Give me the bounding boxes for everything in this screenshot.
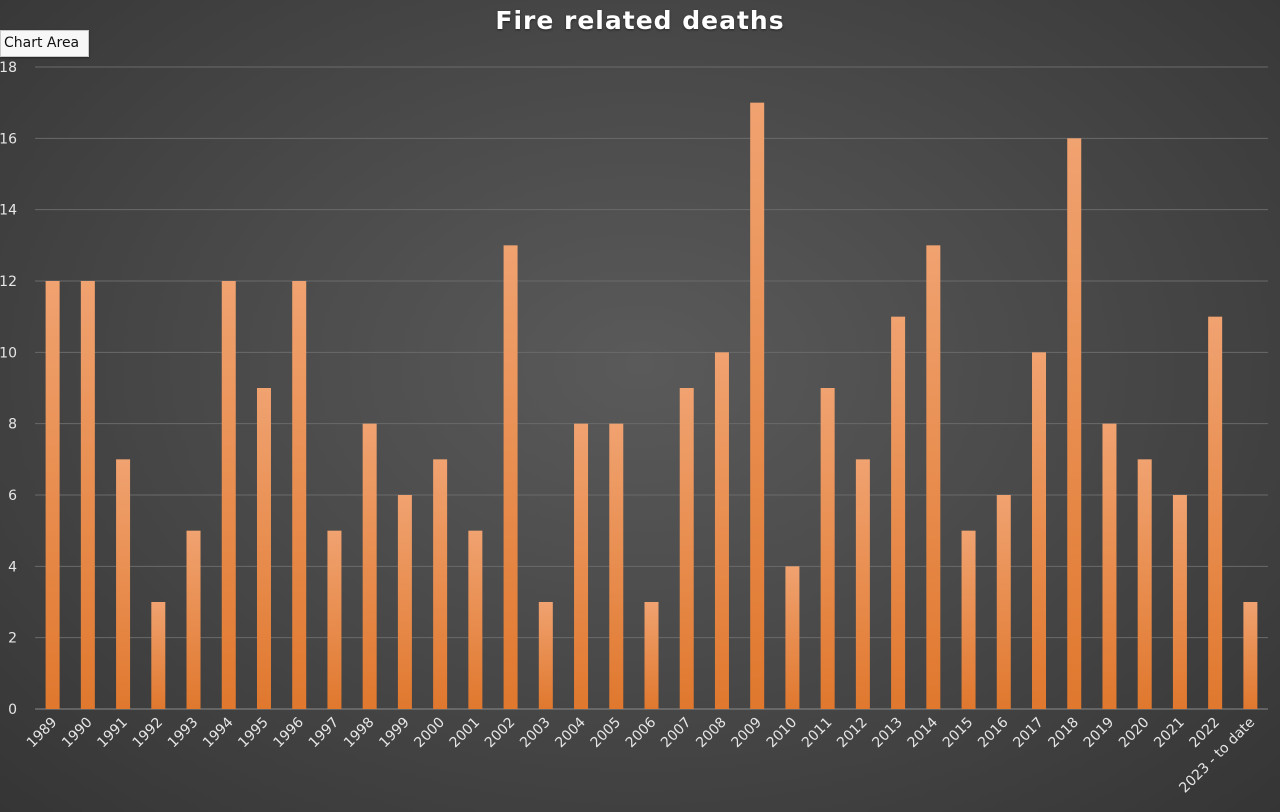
x-tick-label: 1997 [306,715,343,752]
x-tick-label: 1998 [341,715,378,752]
bar-1996[interactable] [292,281,307,709]
x-tick-label: 2008 [693,715,730,752]
bar-2004[interactable] [574,423,589,709]
x-tick-label: 1995 [235,715,272,752]
x-axis-tick-labels: 1989199019911992199319941995199619971998… [24,714,1258,796]
bar-2003[interactable] [538,602,553,709]
x-tick-label: 2002 [482,715,519,752]
x-tick-label: 2014 [905,714,942,751]
bar-2016[interactable] [996,495,1011,709]
x-tick-label: 2001 [447,715,484,752]
y-tick-label: 8 [8,417,17,433]
bar-2022[interactable] [1208,316,1223,709]
x-tick-label: 2017 [1010,715,1047,752]
bars [45,102,1258,710]
bar-1998[interactable] [362,423,377,709]
bar-1989[interactable] [45,281,60,709]
x-tick-label: 1993 [165,715,202,752]
chart-area-tooltip: Chart Area [0,30,90,57]
y-tick-label: 12 [0,274,17,290]
bar-2005[interactable] [609,423,624,709]
bar-1992[interactable] [151,602,166,709]
bar-2007[interactable] [679,388,694,709]
y-tick-label: 4 [8,559,17,575]
bar-2020[interactable] [1137,459,1152,709]
bar-2017[interactable] [1032,352,1047,709]
x-tick-label: 2009 [728,715,765,752]
bar-1990[interactable] [80,281,95,709]
x-tick-label: 2019 [1081,715,1118,752]
bar-2019[interactable] [1102,423,1117,709]
bar-1993[interactable] [186,530,201,709]
x-tick-label: 1996 [271,714,308,751]
x-tick-label: 2013 [869,715,906,752]
bar-2018[interactable] [1067,138,1082,710]
x-tick-label: 1994 [200,714,237,751]
y-tick-label: 2 [8,631,17,647]
x-tick-label: 2011 [799,715,836,752]
chart-title: Fire related deaths [495,6,785,35]
bar-2021[interactable] [1172,495,1187,709]
bar-2011[interactable] [820,388,835,709]
x-tick-label: 2005 [588,715,625,752]
y-tick-label: 0 [8,702,17,718]
bar-2002[interactable] [503,245,518,710]
bar-2012[interactable] [855,459,870,709]
bar-2023-todate[interactable] [1243,602,1258,709]
bar-2000[interactable] [433,459,448,709]
x-tick-label: 2000 [411,715,448,752]
y-tick-label: 16 [0,131,17,147]
x-tick-label: 1992 [130,715,167,752]
y-tick-label: 18 [0,60,17,76]
y-axis-tick-labels: 0 2 4 6 8 10 12 14 16 18 [0,60,17,718]
x-tick-label: 1989 [24,715,61,752]
bar-1999[interactable] [397,495,412,709]
bar-1995[interactable] [256,388,271,709]
bar-2001[interactable] [468,530,483,709]
bar-2009[interactable] [750,102,765,709]
x-tick-label: 2020 [1116,715,1153,752]
x-tick-label: 2010 [764,715,801,752]
x-tick-label: 2007 [658,715,695,752]
x-tick-label: 2016 [975,714,1012,751]
bar-1994[interactable] [221,281,236,709]
bar-1997[interactable] [327,530,342,709]
bar-2014[interactable] [926,245,941,710]
x-tick-label: 1991 [94,715,131,752]
bar-2015[interactable] [961,530,976,709]
bar-2008[interactable] [714,352,729,709]
y-tick-label: 6 [8,488,17,504]
x-tick-label: 2003 [517,715,554,752]
x-tick-label: 2015 [940,715,977,752]
bar-2006[interactable] [644,602,659,709]
y-tick-label: 10 [0,345,17,361]
x-tick-label: 1999 [376,715,413,752]
y-tick-label: 14 [0,203,17,219]
x-tick-label: 2018 [1046,715,1083,752]
x-tick-label: 2004 [552,714,589,751]
bar-2013[interactable] [891,316,906,709]
x-tick-label: 2006 [623,714,660,751]
x-tick-label: 2021 [1151,715,1188,752]
bar-2010[interactable] [785,566,800,709]
x-tick-label: 1990 [59,715,96,752]
x-tick-label: 2012 [834,715,871,752]
bar-1991[interactable] [116,459,131,709]
